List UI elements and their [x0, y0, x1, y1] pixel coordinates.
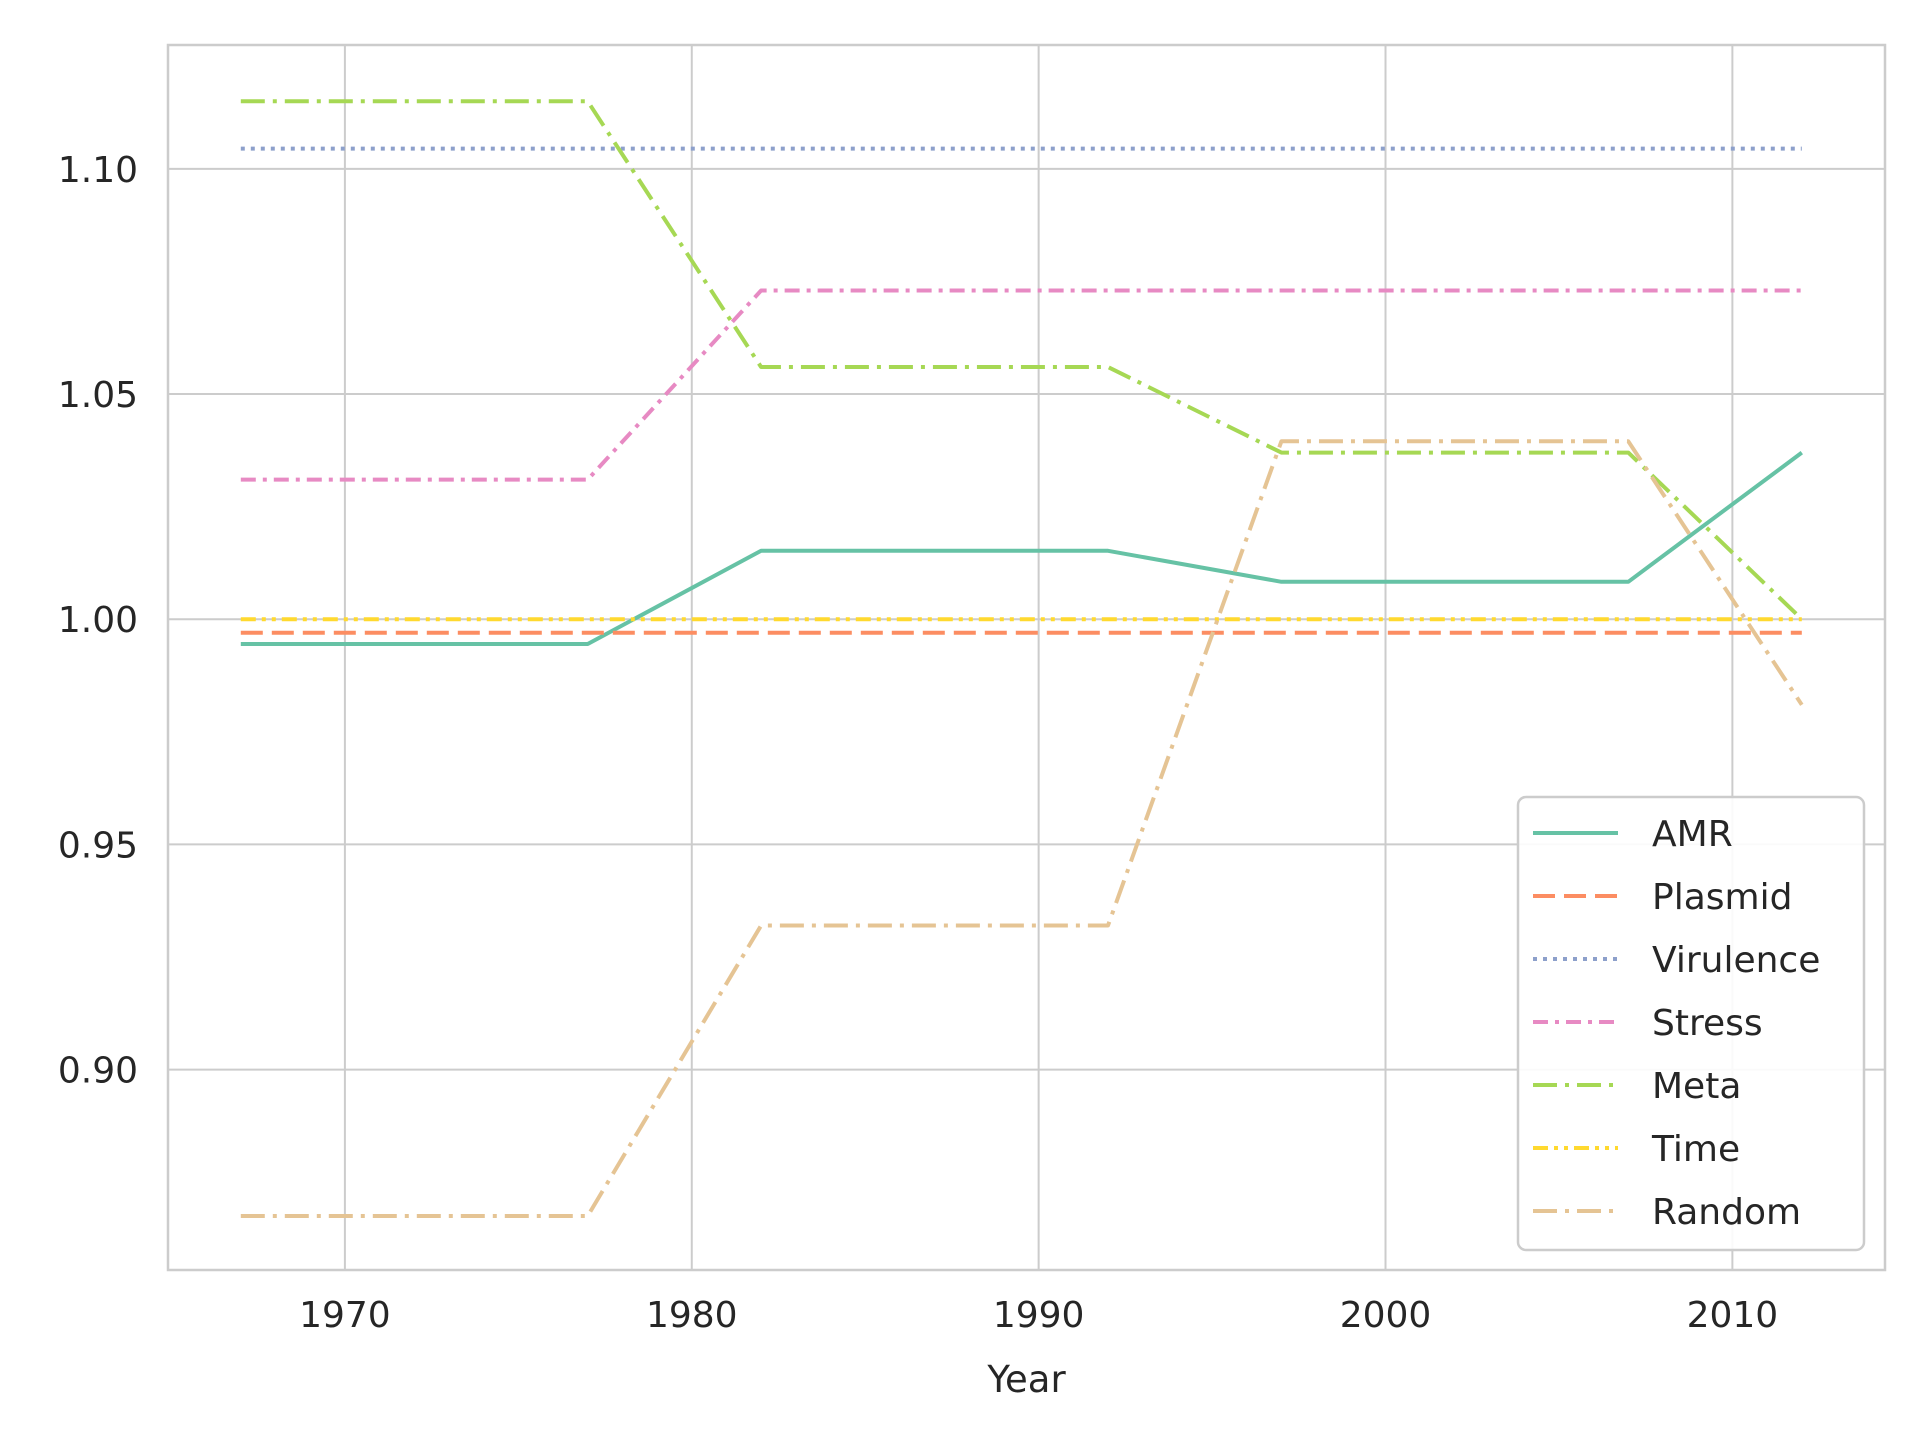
legend-box — [1516, 795, 1866, 1252]
legend-label-random: Random — [1652, 1192, 1801, 1233]
series-line-meta — [240, 99, 1804, 621]
legend-label-stress: Stress — [1652, 1003, 1763, 1044]
series-lines — [240, 99, 1804, 1218]
x-tick-label: 1990 — [993, 1295, 1085, 1336]
x-tick-label: 1980 — [646, 1295, 738, 1336]
y-tick-label: 0.95 — [58, 825, 138, 866]
legend-label-amr: AMR — [1652, 814, 1733, 855]
x-tick-label: 2000 — [1340, 1295, 1432, 1336]
y-tick-label: 1.10 — [58, 150, 138, 191]
x-tick-label: 2010 — [1687, 1295, 1779, 1336]
legend-label-plasmid: Plasmid — [1652, 877, 1792, 918]
legend: AMR Plasmid Virulence Stress Meta Time Random — [1516, 795, 1866, 1252]
tick-labels: 1970 1980 1990 2000 2010 0.90 0.95 1.00 1.05 1.10 — [58, 150, 1778, 1336]
x-tick-label: 1970 — [299, 1295, 391, 1336]
legend-label-meta: Meta — [1652, 1066, 1741, 1107]
grid — [168, 45, 1885, 1270]
series-line-random — [240, 439, 1804, 1218]
y-tick-label: 1.05 — [58, 375, 138, 416]
plot-frame — [166, 43, 1887, 1272]
x-axis-label: Year — [986, 1358, 1066, 1401]
series-line-amr — [240, 450, 1803, 646]
legend-label-virulence: Virulence — [1652, 940, 1820, 981]
y-tick-label: 1.00 — [58, 600, 138, 641]
series-line-stress — [240, 288, 1802, 482]
legend-label-time: Time — [1651, 1129, 1740, 1170]
y-tick-label: 0.90 — [58, 1051, 138, 1092]
